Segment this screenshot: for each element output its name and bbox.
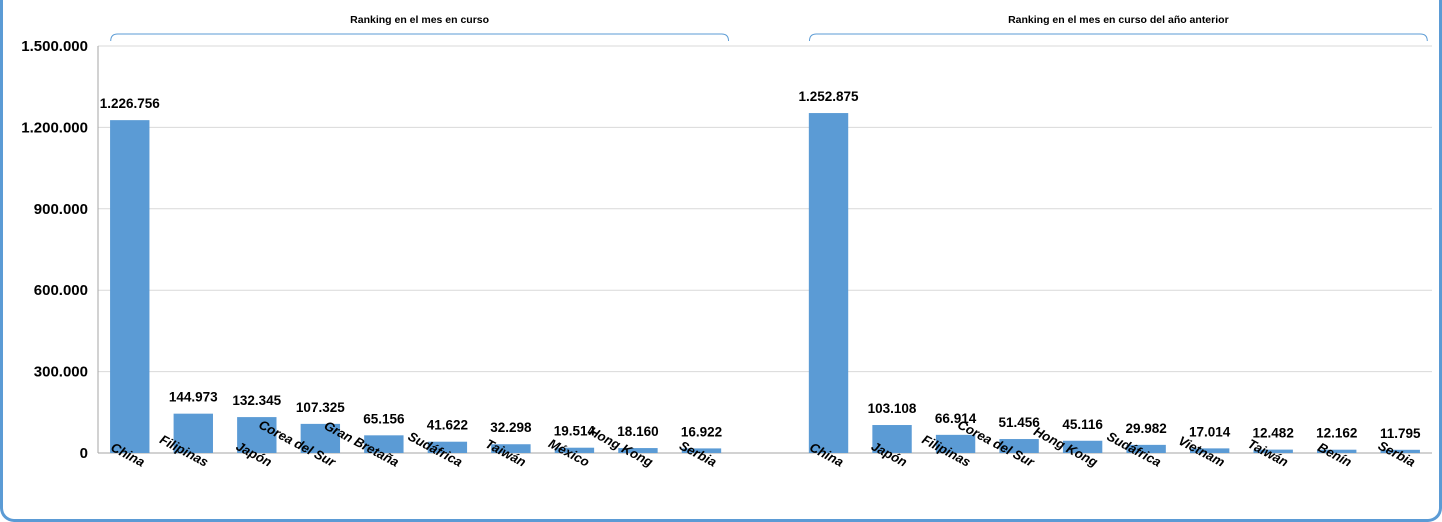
x-tick-label: Taiwán [1245,436,1291,470]
group-label: Ranking en el mes en curso del año anter… [1008,14,1229,26]
data-label: 103.108 [868,401,917,416]
data-label: 132.345 [232,393,281,408]
data-label: 65.156 [363,411,405,426]
bar [1380,449,1420,453]
bar [554,447,595,453]
data-label: 18.160 [617,424,658,439]
bar [935,434,976,453]
x-tick-label: Serbia [1376,438,1418,470]
data-label: 51.456 [998,415,1040,430]
data-label: 144.973 [169,390,218,405]
y-tick-label: 900.000 [34,201,88,218]
data-label: 11.795 [1380,426,1421,441]
y-tick-label: 0 [80,445,88,462]
x-tick-label: Taiwán [483,436,529,470]
data-label: 1.226.756 [100,96,161,111]
bar [808,113,849,453]
data-label: 12.482 [1253,426,1294,441]
bar [681,448,722,453]
data-label: 41.622 [427,418,468,433]
bar [300,423,341,453]
data-label: 12.162 [1316,426,1357,441]
x-tick-label: Benín [1315,439,1354,469]
data-label: 107.325 [296,400,345,415]
bar [110,120,150,454]
y-tick-label: 1.500.000 [21,38,88,55]
bar [364,435,404,453]
bar [872,425,912,453]
data-label: 29.982 [1125,421,1166,436]
bar [173,413,213,453]
y-tick-label: 1.200.000 [21,119,88,136]
group-bracket [808,33,1428,42]
x-tick-label: Serbia [677,438,719,470]
bar [1317,449,1357,453]
data-label: 45.116 [1062,417,1103,432]
y-tick-label: 600.000 [34,282,88,299]
data-label: 1.252.875 [798,89,859,104]
bar [618,448,658,453]
bar [1062,440,1103,453]
bar [999,439,1039,453]
data-label: 19.514 [554,424,596,439]
data-label: 32.298 [490,420,532,435]
data-label: 16.922 [681,424,722,439]
group-bracket [110,33,730,42]
y-tick-label: 300.000 [34,364,88,381]
bar [491,444,531,453]
group-label: Ranking en el mes en curso [350,14,489,26]
bar [237,417,277,453]
bar [427,441,468,453]
bar [1253,449,1293,453]
data-label: 66.914 [935,411,977,426]
bar [1126,444,1166,453]
data-label: 17.014 [1189,424,1231,439]
bar [1189,448,1230,453]
